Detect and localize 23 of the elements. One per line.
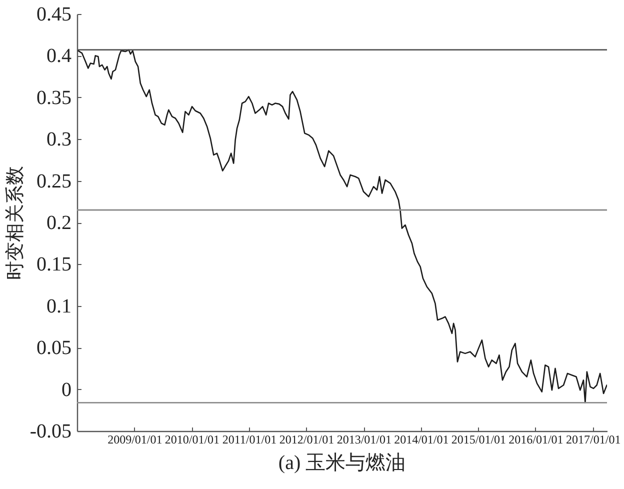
y-tick-label: 0.45 [36, 4, 72, 26]
x-tick-label: 2017/01/01 [566, 432, 621, 446]
y-tick-label: 0 [62, 378, 72, 401]
y-tick-label: 0.05 [36, 337, 72, 360]
y-tick-label: 0.35 [36, 86, 72, 109]
x-tick-label: 2009/01/01 [108, 432, 162, 446]
y-tick-label: 0.25 [36, 170, 72, 192]
y-axis-title: 时变相关系数 [4, 166, 26, 280]
x-tick-label: 2011/01/01 [222, 432, 277, 446]
y-tick-label: -0.05 [30, 420, 72, 442]
x-tick-label: 2016/01/01 [508, 432, 564, 446]
x-tick-label: 2010/01/01 [164, 432, 220, 446]
y-tick-label: 0.1 [46, 295, 72, 318]
text: (a) 玉米与燃油 [278, 452, 406, 474]
y-tick-label: 0.4 [46, 45, 72, 68]
x-tick-label: 2013/01/01 [336, 432, 392, 446]
y-tick-label: 0.15 [36, 254, 72, 276]
line-series [77, 49, 607, 404]
x-tick-label: 2015/01/01 [451, 432, 506, 446]
x-tick-label: 2012/01/01 [279, 432, 334, 446]
y-tick-label: 0.3 [46, 128, 72, 151]
y-tick-label: 0.2 [46, 212, 72, 234]
x-tick-label: 2014/01/01 [394, 432, 449, 446]
